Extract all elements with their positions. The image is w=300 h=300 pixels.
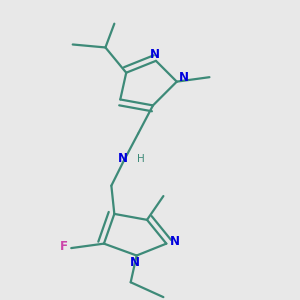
Text: N: N xyxy=(170,235,180,248)
Text: F: F xyxy=(60,240,68,253)
Text: N: N xyxy=(130,256,140,268)
Text: H: H xyxy=(137,154,145,164)
Text: N: N xyxy=(118,152,128,165)
Text: N: N xyxy=(149,48,160,61)
Text: N: N xyxy=(179,71,189,84)
